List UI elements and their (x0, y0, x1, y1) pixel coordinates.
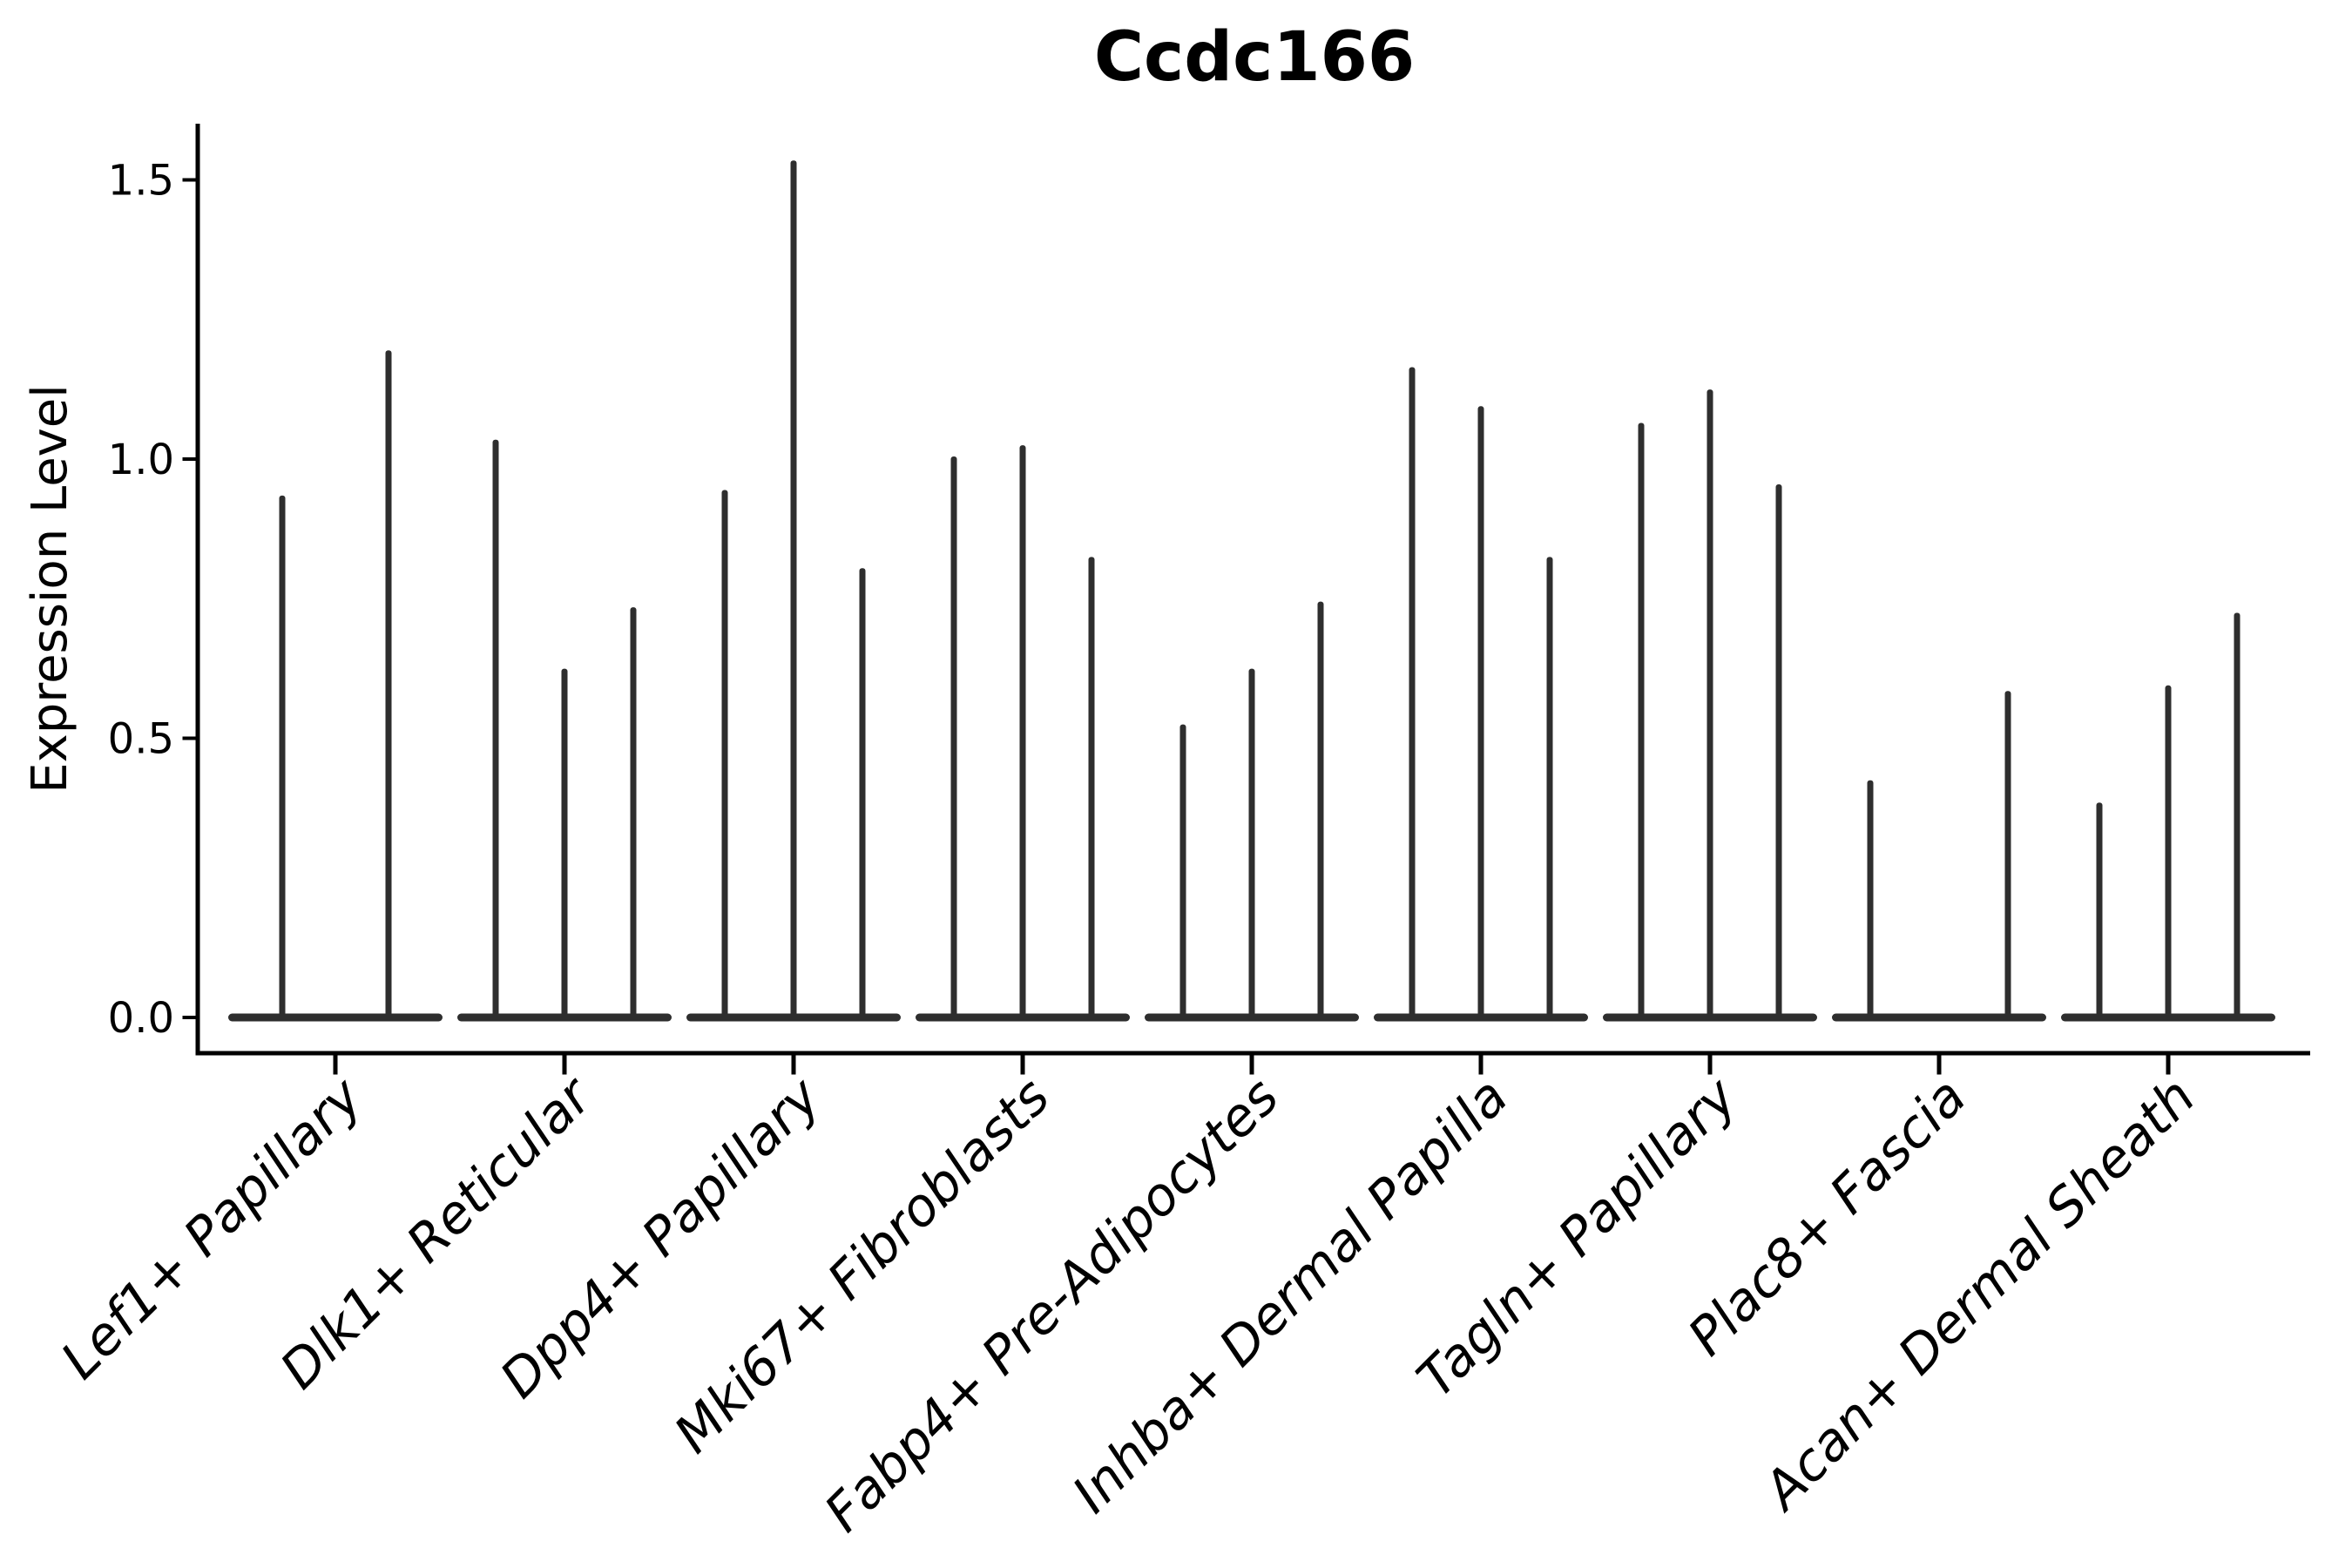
violin-spike (1179, 724, 1186, 1017)
x-tick (333, 1055, 338, 1075)
violin-base (1832, 1013, 2046, 1022)
x-tick-label: Fabp4+ Pre-Adipocytes (813, 1066, 1290, 1544)
x-tick-label: Mki67+ Fibroblasts (663, 1066, 1062, 1465)
x-tick (1020, 1055, 1025, 1075)
violin-spike (1019, 445, 1026, 1017)
x-tick (562, 1055, 567, 1075)
violin-spike (2234, 612, 2240, 1017)
y-tick (182, 457, 196, 461)
violin-spike (279, 495, 286, 1017)
y-tick-label: 1.0 (108, 436, 174, 484)
y-axis-title: Expression Level (22, 384, 78, 794)
violin-spike (630, 607, 637, 1017)
x-tick-label: Inhba+ Dermal Papilla (1061, 1066, 1519, 1524)
violin-spike (2165, 685, 2172, 1017)
x-tick (1707, 1055, 1713, 1075)
violin-base (228, 1013, 443, 1022)
violin-spike (2004, 691, 2011, 1017)
y-tick-label: 0.5 (108, 715, 174, 764)
x-tick (1936, 1055, 1942, 1075)
violin-spike (1638, 422, 1645, 1017)
y-tick (182, 178, 196, 182)
violin-spike (1409, 367, 1416, 1017)
y-tick-label: 0.0 (108, 994, 174, 1043)
y-tick (182, 736, 196, 740)
violin-spike (721, 490, 728, 1017)
violin-spike (1317, 601, 1324, 1017)
x-axis-spine (195, 1051, 2310, 1056)
chart-title: Ccdc166 (1094, 18, 1415, 97)
x-tick-label: Acan+ Dermal Sheath (1750, 1066, 2207, 1524)
violin-spike (1707, 389, 1713, 1018)
x-tick (1249, 1055, 1254, 1075)
violin-spike (1775, 484, 1782, 1017)
violin-spike (2096, 802, 2103, 1017)
violin-spike (950, 456, 957, 1017)
violin-spike (1248, 668, 1255, 1017)
violin-spike (1546, 557, 1553, 1017)
violin-spike (1867, 780, 1874, 1017)
x-tick (2166, 1055, 2171, 1075)
violin-spike (1088, 557, 1095, 1017)
violin-spike (790, 160, 797, 1017)
violin-spike (492, 439, 499, 1017)
violin-spike (561, 668, 568, 1017)
violin-spike (385, 350, 392, 1018)
x-tick (791, 1055, 796, 1075)
violin-spike (1477, 406, 1484, 1017)
y-axis-spine (195, 124, 200, 1056)
x-tick (1478, 1055, 1484, 1075)
y-tick (182, 1016, 196, 1019)
violin-spike (859, 568, 866, 1017)
y-tick-label: 1.5 (108, 157, 174, 206)
